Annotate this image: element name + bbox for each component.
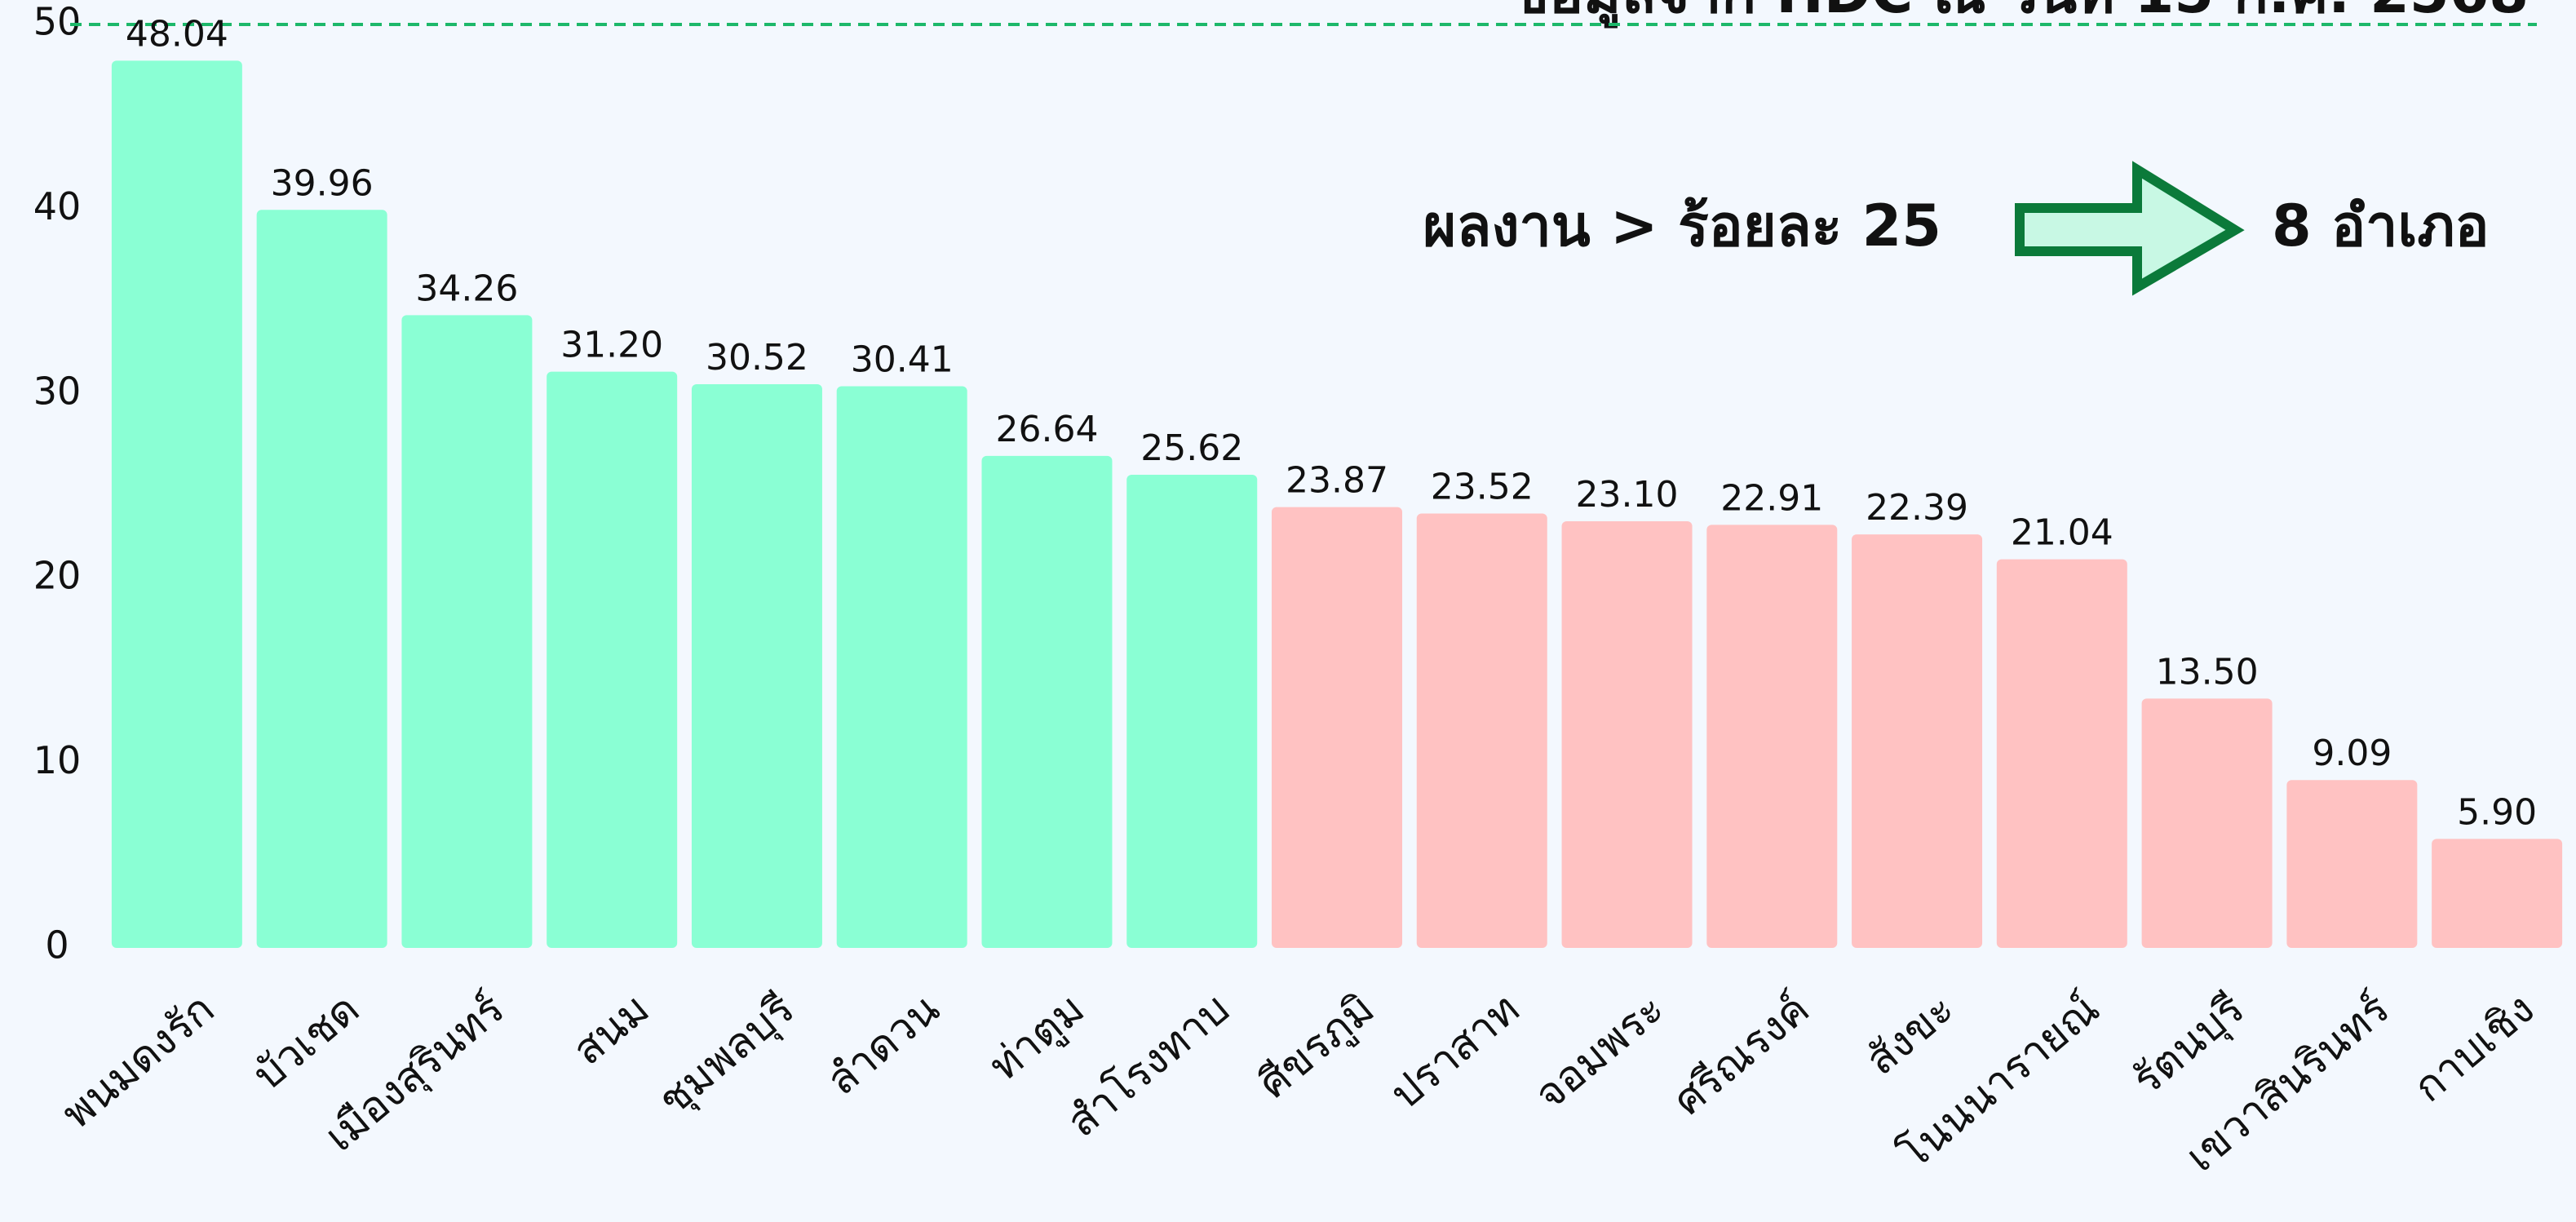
bar: [2141, 698, 2273, 948]
bar: [1852, 534, 1983, 948]
value-label: 23.10: [1576, 474, 1679, 516]
value-label: 48.04: [126, 13, 228, 55]
value-label: 21.04: [2011, 512, 2113, 554]
bar: [2286, 780, 2418, 948]
y-tick-label: 10: [33, 738, 82, 782]
value-label: 5.90: [2457, 791, 2537, 833]
value-label: 23.52: [1431, 467, 1534, 508]
y-tick-label: 20: [33, 554, 82, 598]
y-tick-label: 0: [45, 923, 69, 967]
subtitle: ข้อมูลจาก HDC ณ วันที่ 15 ก.ค. 2568: [1510, 0, 2529, 29]
bar: [547, 371, 678, 949]
value-label: 9.09: [2312, 733, 2392, 774]
value-label: 30.41: [851, 339, 954, 381]
bar: [1996, 559, 2127, 948]
bar: [1561, 521, 1693, 948]
bar: [691, 384, 822, 948]
arrow: [2015, 161, 2245, 296]
value-label: 39.96: [271, 162, 374, 204]
bar: [256, 210, 387, 948]
bar: [2432, 839, 2563, 948]
value-label: 26.64: [995, 409, 1098, 450]
annotation-result: 8 อำเภอ: [2272, 193, 2490, 259]
bar: [1126, 474, 1258, 948]
bar: [401, 315, 533, 948]
y-tick-label: 40: [33, 184, 82, 228]
value-label: 25.62: [1140, 427, 1243, 469]
value-label: 30.52: [706, 337, 808, 379]
value-label: 34.26: [415, 268, 518, 309]
bar: [111, 60, 242, 949]
y-tick-label: 30: [33, 369, 82, 413]
bar: [1272, 507, 1402, 948]
bar: [836, 386, 967, 949]
annotation: ผลงาน > ร้อยละ 25: [1423, 193, 1941, 259]
y-tick-label: 50: [33, 0, 82, 44]
value-label: 13.50: [2156, 651, 2259, 693]
value-label: 23.87: [1286, 460, 1388, 502]
value-label: 22.39: [1866, 487, 1968, 529]
bar: [1706, 525, 1838, 948]
value-label: 31.20: [560, 325, 663, 366]
bar: [1416, 513, 1547, 948]
value-label: 22.91: [1720, 477, 1823, 519]
bar: [981, 455, 1113, 948]
